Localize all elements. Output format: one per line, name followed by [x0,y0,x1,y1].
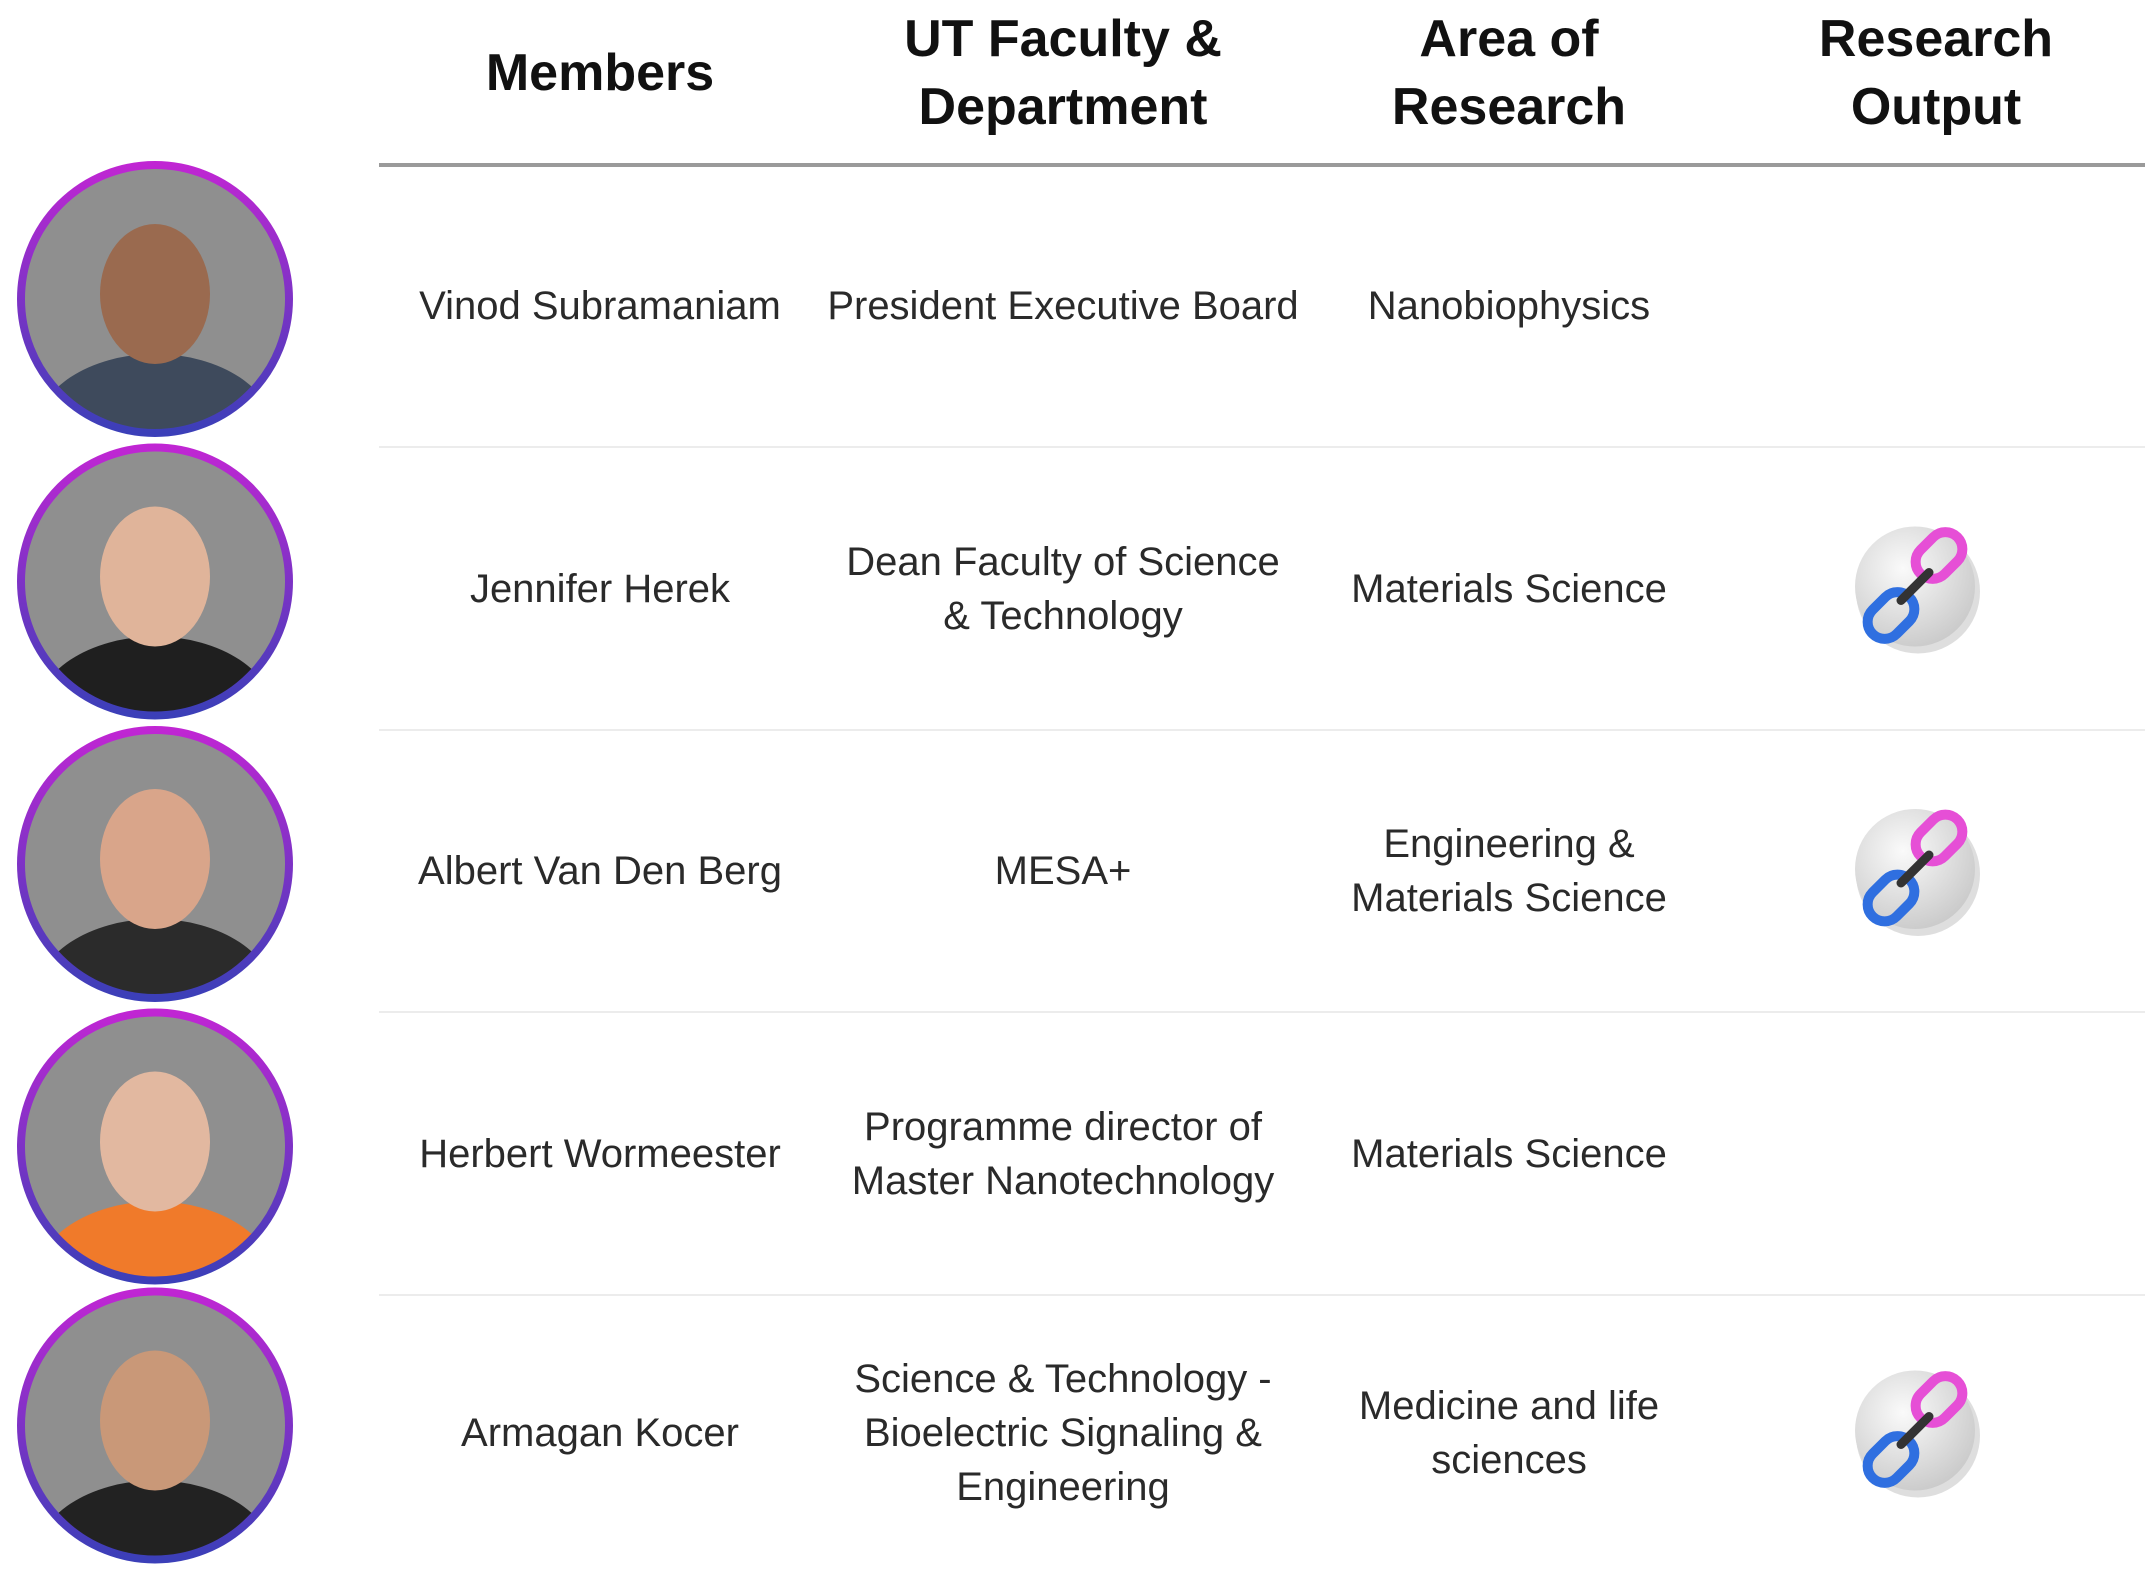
member-name: Armagan Kocer [461,1410,739,1455]
research-area: Medicine and life sciences [1358,1383,1660,1482]
row-separator [379,446,2145,448]
shoulders [35,1201,275,1279]
link-button[interactable] [1855,808,1980,936]
face [100,506,210,647]
column-header: Research Output [1818,9,2054,136]
avatar [17,726,293,1002]
chain-pink[interactable] [1909,1369,1970,1430]
chain-bar[interactable] [1896,850,1934,888]
avatar-photo [23,449,287,714]
avatar [17,443,293,720]
column-header: UT Faculty & Department [904,9,1222,136]
research-area: Materials Science [1351,1131,1667,1176]
avatar-ring [17,161,293,437]
chain-pink[interactable] [1909,525,1970,586]
avatar [17,161,293,437]
chain-pink[interactable] [1909,808,1970,869]
link-button[interactable] [1855,525,1980,654]
avatar [17,1008,293,1285]
shoulders [35,354,275,431]
avatar-ring [17,443,293,720]
column-header: Area of Research [1391,9,1627,136]
face [100,789,210,929]
avatar-ring [17,1287,293,1564]
header-rule [379,163,2145,167]
avatar-photo [23,167,287,431]
chain-bar[interactable] [1896,568,1934,605]
shoulders [35,1480,275,1558]
row-separator [379,1294,2145,1296]
face [100,1350,210,1491]
row-separator [379,729,2145,731]
research-area: Materials Science [1351,566,1667,611]
column-header: Members [485,43,715,102]
avatar-photo [23,732,287,996]
avatar-ring [17,1008,293,1285]
member-name: Jennifer Herek [469,566,731,611]
member-name: Vinod Subramaniam [419,284,781,328]
faculty: MESA+ [994,849,1132,893]
faculty: Dean Faculty of Science & Technology [846,539,1280,638]
faculty: Science & Technology - Bioelectric Signa… [854,1356,1272,1509]
avatar [17,1287,293,1564]
shoulders [35,636,275,714]
row-separator [379,1011,2145,1013]
face [100,224,210,364]
shoulders [35,919,275,996]
faculty: Programme director of Master Nanotechnol… [851,1104,1275,1203]
research-area: Engineering & Materials Science [1351,822,1667,920]
avatar-photo [23,1293,287,1558]
avatar-photo [23,1014,287,1279]
research-area: Nanobiophysics [1367,284,1651,328]
link-button[interactable] [1855,1369,1980,1498]
member-name: Albert Van Den Berg [418,849,782,893]
faculty: President Executive Board [827,284,1299,328]
face [100,1071,210,1212]
member-name: Herbert Wormeester [419,1131,781,1176]
chain-bar[interactable] [1896,1412,1934,1449]
avatar-ring [17,726,293,1002]
